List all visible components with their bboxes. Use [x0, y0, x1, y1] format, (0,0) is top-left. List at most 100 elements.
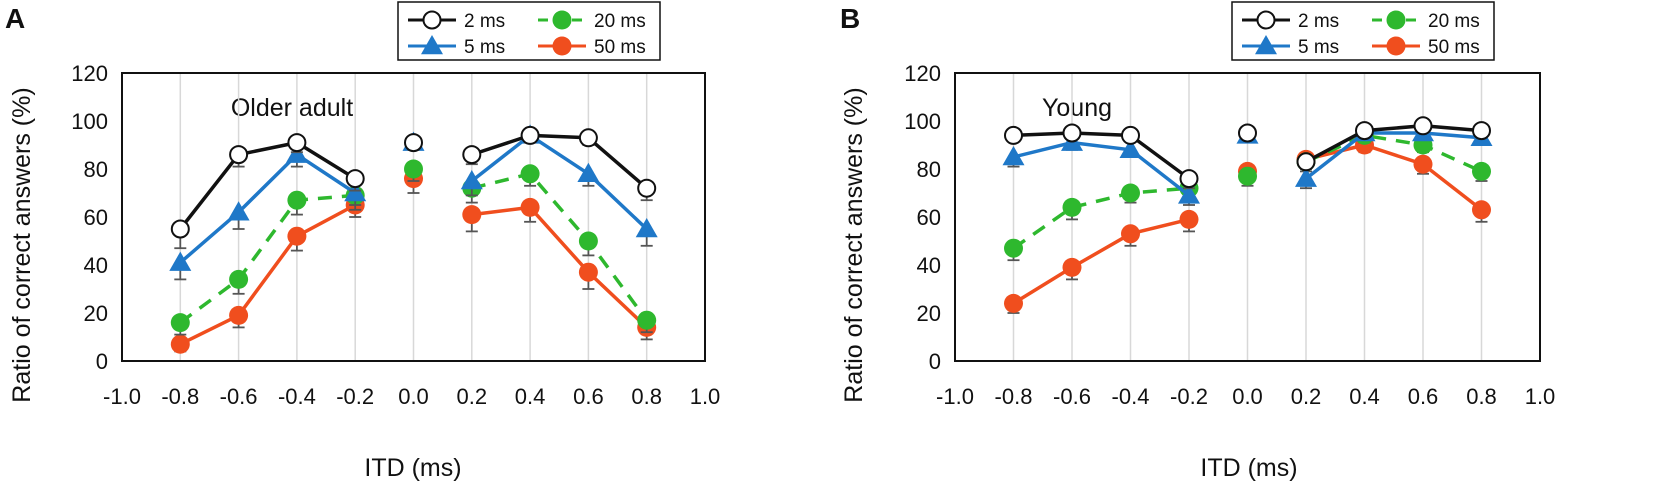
y-axis-label-a: Ratio of correct answers (%): [8, 87, 36, 402]
line-2ms-a-right: [471, 133, 648, 190]
point-2ms-b-1: [1062, 123, 1082, 143]
point-50ms-b-7: [1413, 154, 1433, 174]
point-50ms-b-2: [1121, 224, 1140, 244]
line-50ms-b-right: [1305, 143, 1483, 212]
panel-label-b: B: [840, 3, 860, 34]
point-2ms-b-8: [1472, 121, 1491, 141]
legend-label-20ms-b: 20 ms: [1428, 11, 1480, 32]
x-axis-label-a: ITD (ms): [364, 454, 461, 482]
point-20ms-a-7: [578, 231, 598, 251]
series-2ms-b: [1004, 116, 1491, 190]
line-2ms-b-left: [1013, 131, 1191, 181]
point-5ms-a-2: [285, 143, 308, 163]
point-2ms-a-7: [578, 128, 598, 148]
x-tick-label-a-4: -0.2: [336, 384, 374, 409]
point-5ms-a-0: [169, 251, 192, 271]
legend-marker-2ms-a: [422, 10, 442, 30]
point-2ms-b-6: [1355, 121, 1374, 141]
y-tick-label-a-3: 60: [84, 205, 108, 230]
y-tick-label-b-4: 80: [917, 157, 941, 182]
line-20ms-a-left: [179, 193, 356, 325]
legend-marker-2ms-b: [1256, 10, 1276, 30]
series-group-a: [169, 124, 658, 354]
point-20ms-b-4: [1238, 166, 1257, 186]
y-tick-label-a-1: 20: [84, 301, 108, 326]
panel-a: A Older adult Ratio of correct answers (…: [5, 1, 720, 482]
line-5ms-a-right: [470, 133, 648, 231]
x-tick-label-b-5: 0.0: [1232, 384, 1263, 409]
y-tick-label-a-5: 100: [71, 109, 108, 134]
y-tick-labels-b: 0 20 40 60 80 100 120: [904, 61, 941, 374]
y-tick-label-b-6: 120: [904, 61, 941, 86]
line-50ms-b-left: [1012, 217, 1190, 305]
point-50ms-a-5: [462, 205, 482, 225]
line-2ms-a-left: [178, 140, 357, 231]
point-2ms-a-2: [287, 133, 307, 153]
y-tick-label-a-2: 40: [84, 253, 108, 278]
x-tick-label-b-0: -1.0: [936, 384, 974, 409]
line-5ms-a-left: [179, 152, 357, 264]
line-20ms-b-left: [1012, 186, 1190, 250]
point-2ms-a-3: [345, 169, 365, 189]
point-2ms-b-4: [1238, 123, 1257, 143]
series-2ms-a: [170, 125, 657, 250]
point-2ms-a-8: [637, 178, 657, 198]
point-5ms-a-1: [227, 201, 250, 221]
line-2ms-b-right: [1305, 124, 1482, 164]
point-20ms-b-8: [1472, 161, 1491, 181]
legend-a: 2 ms 20 ms 5 ms 50 ms: [397, 1, 661, 61]
point-50ms-a-1: [229, 305, 249, 325]
x-tick-label-a-6: 0.2: [457, 384, 488, 409]
point-50ms-a-2: [287, 226, 307, 246]
x-tick-label-a-7: 0.4: [515, 384, 546, 409]
y-tick-label-b-2: 40: [917, 253, 941, 278]
x-tick-label-b-4: -0.2: [1170, 384, 1208, 409]
x-tick-label-b-8: 0.6: [1408, 384, 1439, 409]
plot-frame-b: [954, 72, 1541, 362]
x-tick-label-a-5: 0.0: [398, 384, 429, 409]
point-5ms-a-5: [460, 170, 483, 190]
point-5ms-b-2: [1119, 138, 1142, 159]
x-tick-label-a-0: -1.0: [103, 384, 141, 409]
y-tick-label-b-0: 0: [929, 349, 941, 374]
point-2ms-a-5: [462, 145, 482, 165]
legend-box-b: [1231, 1, 1495, 61]
point-2ms-b-3: [1179, 169, 1199, 189]
y-tick-label-b-5: 100: [904, 109, 941, 134]
point-50ms-a-7: [578, 262, 598, 282]
x-tick-labels-b: -1.0 -0.8 -0.6 -0.4 -0.2 0.0 0.2 0.4 0.6 0.8 1.0: [936, 384, 1555, 409]
x-tick-label-b-6: 0.2: [1291, 384, 1322, 409]
point-5ms-b-3: [1178, 184, 1200, 204]
x-tick-label-b-7: 0.4: [1349, 384, 1380, 409]
frame-rect-b: [954, 72, 1541, 362]
point-20ms-a-2: [287, 190, 307, 210]
point-20ms-b-1: [1062, 197, 1082, 217]
x-axis-label-b: ITD (ms): [1200, 454, 1297, 482]
point-50ms-a-6: [520, 197, 540, 217]
legend-b: 2 ms 20 ms 5 ms 50 ms: [1231, 1, 1495, 61]
y-tick-label-a-0: 0: [96, 349, 108, 374]
legend-marker-20ms-a: [552, 10, 572, 30]
point-50ms-b-0: [1004, 293, 1023, 313]
line-5ms-b-right: [1304, 131, 1482, 180]
panel-b: B Young Ratio of correct answers (%) ITD…: [840, 1, 1555, 482]
line-5ms-b-left: [1013, 140, 1191, 197]
legend-marker-50ms-b: [1386, 36, 1406, 56]
point-20ms-a-0: [170, 313, 190, 333]
x-tick-label-b-1: -0.8: [995, 384, 1033, 409]
legend-marker-20ms-b: [1386, 10, 1406, 30]
point-5ms-a-7: [577, 162, 600, 183]
point-20ms-b-2: [1121, 183, 1140, 203]
legend-label-50ms-a: 50 ms: [594, 37, 646, 58]
point-2ms-a-6: [520, 125, 540, 145]
legend-marker-5ms-b: [1255, 35, 1277, 55]
x-tick-labels-a: -1.0 -0.8 -0.6 -0.4 -0.2 0.0 0.2 0.4 0.6 0.8 1.0: [103, 384, 720, 409]
series-group-b: [1002, 116, 1493, 314]
series-50ms-b: [1004, 135, 1491, 314]
legend-label-2ms-b: 2 ms: [1298, 11, 1339, 32]
point-2ms-b-7: [1413, 116, 1433, 136]
legend-label-20ms-a: 20 ms: [594, 11, 646, 32]
x-tick-label-a-10: 1.0: [690, 384, 721, 409]
point-5ms-a-3: [344, 182, 367, 202]
point-2ms-b-0: [1004, 125, 1023, 145]
